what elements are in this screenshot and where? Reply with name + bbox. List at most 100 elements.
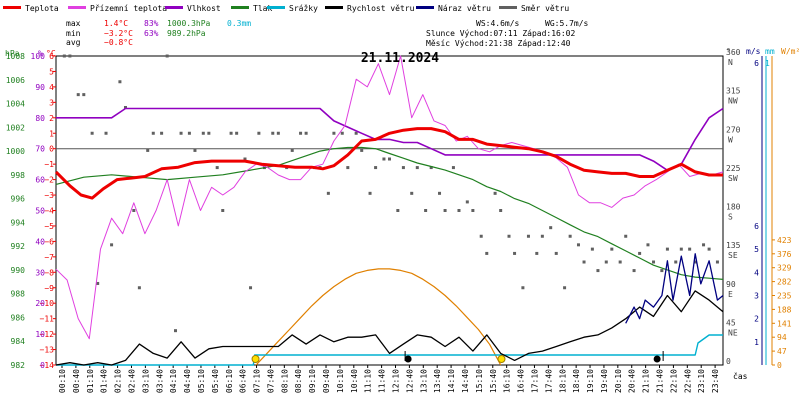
- series-humidity: [56, 107, 724, 172]
- wind-direction-point: [179, 131, 183, 135]
- y-tick-winddir: 180: [726, 203, 741, 212]
- wind-direction-point: [257, 131, 261, 135]
- wind-direction-point: [596, 269, 600, 273]
- x-tick-label: 10:10: [336, 369, 345, 393]
- wind-direction-point: [610, 247, 614, 251]
- y-tick-temp: 0: [49, 145, 54, 154]
- y-tick-pressure: 992: [11, 242, 26, 251]
- y-tick-winddir: 225: [726, 164, 741, 173]
- x-tick-label: 20:40: [628, 369, 637, 393]
- x-tick-label: 22:10: [669, 369, 678, 393]
- wind-direction-point: [396, 209, 400, 212]
- legend-swatch: [325, 6, 343, 9]
- y-tick-temp: 4: [49, 83, 54, 92]
- y-tick-wind: 6: [754, 222, 759, 231]
- x-tick-label: 14:10: [447, 369, 456, 393]
- x-tick-label: 04:40: [183, 369, 192, 393]
- stats-label-max: max: [66, 19, 81, 28]
- y-unit-ms: m/s: [746, 47, 761, 56]
- legend-item: Tlak: [231, 4, 272, 13]
- y-tick-temp: 6: [49, 52, 54, 61]
- wind-direction-point: [271, 131, 275, 135]
- wind-direction-point: [604, 260, 608, 264]
- x-tick-label: 05:40: [211, 369, 220, 393]
- wind-direction-point: [62, 54, 66, 58]
- wind-direction-point: [451, 166, 455, 170]
- y-tick-winddir-label: SW: [728, 174, 738, 183]
- legend-swatch: [231, 6, 249, 9]
- y-tick-pressure: 990: [11, 266, 26, 275]
- y-tick-winddir: 45: [726, 318, 736, 327]
- x-tick-label: 17:10: [530, 369, 539, 393]
- x-tick-label: 06:10: [225, 369, 234, 393]
- y-tick-temp: −2: [44, 176, 54, 185]
- series-ground-temperature: [55, 55, 724, 340]
- x-tick-label: 15:10: [475, 369, 484, 393]
- wind-direction-point: [563, 286, 567, 290]
- y-unit-hpa: hPa: [5, 49, 20, 58]
- y-tick-winddir: 135: [726, 241, 741, 250]
- series-temperature: [54, 127, 723, 200]
- wind-direction-point: [582, 260, 586, 264]
- wind-direction-point: [235, 131, 239, 135]
- wind-direction-point: [146, 148, 150, 152]
- y-tick-rain: 1: [765, 59, 770, 68]
- x-tick-label: 19:40: [600, 369, 609, 393]
- x-tick-label: 23:40: [711, 369, 720, 393]
- wind-direction-point: [160, 131, 164, 135]
- y-tick-solar: 94: [777, 333, 787, 342]
- y-tick-pressure: 1004: [6, 100, 25, 109]
- wind-direction-point: [368, 191, 372, 195]
- y-tick-winddir: 315: [726, 87, 741, 96]
- y-tick-solar: 141: [777, 319, 792, 328]
- x-tick-label: 13:40: [433, 369, 442, 393]
- markers: [251, 351, 664, 363]
- y-tick-solar: 0: [777, 361, 782, 370]
- y-tick-wind-top: 6: [754, 59, 759, 68]
- wind-direction-point: [410, 191, 414, 195]
- x-tick-label: 03:10: [141, 369, 150, 393]
- wind-direction-point: [193, 148, 197, 152]
- wind-direction-point: [187, 131, 191, 135]
- legend-item: Srážky: [267, 4, 318, 13]
- wind-direction-point: [415, 166, 419, 170]
- wind-direction-point: [535, 251, 539, 255]
- legend-label: Rychlost větru: [347, 4, 415, 13]
- y-unit-pct: %: [38, 49, 43, 58]
- y-tick-winddir-label: S: [728, 213, 733, 222]
- wind-direction-point: [513, 251, 517, 255]
- x-tick-label: 02:10: [114, 369, 123, 393]
- legend-label: Vlhkost: [187, 4, 221, 13]
- y-tick-wind: 5: [754, 245, 759, 254]
- y-tick-winddir-label: W: [728, 135, 733, 144]
- wind-direction-point: [507, 234, 511, 238]
- wind-direction-point: [354, 131, 358, 135]
- wind-direction-point: [215, 166, 219, 170]
- wind-direction-point: [76, 93, 80, 97]
- x-tick-label: 06:40: [239, 369, 248, 393]
- wind-direction-point: [304, 131, 308, 135]
- legend-item: Náraz větru: [416, 4, 491, 13]
- wind-direction-point: [471, 209, 475, 212]
- y-unit-deg: °: [726, 47, 731, 56]
- x-tick-label: 05:10: [197, 369, 206, 393]
- series-solar: [255, 268, 502, 366]
- wind-direction-point: [652, 260, 656, 264]
- wind-direction-point: [424, 209, 428, 212]
- x-tick-label: 08:40: [294, 369, 303, 393]
- x-tick-label: 21:40: [656, 369, 665, 393]
- wind-direction-point: [521, 286, 525, 290]
- legend-item: Přízemní teplota: [68, 4, 167, 13]
- wind-direction-point: [382, 157, 386, 161]
- wind-direction-point: [276, 131, 280, 135]
- y-tick-pressure: 982: [11, 361, 26, 370]
- y-tick-solar: 188: [777, 305, 792, 314]
- y-tick-humidity: 30: [35, 268, 45, 277]
- y-tick-winddir: 0: [726, 357, 731, 366]
- wind-direction-point: [174, 329, 178, 333]
- wind-direction-point: [693, 260, 697, 264]
- legend-label: Přízemní teplota: [90, 4, 167, 13]
- x-tick-label: 18:40: [572, 369, 581, 393]
- x-tick-label: 01:10: [86, 369, 95, 393]
